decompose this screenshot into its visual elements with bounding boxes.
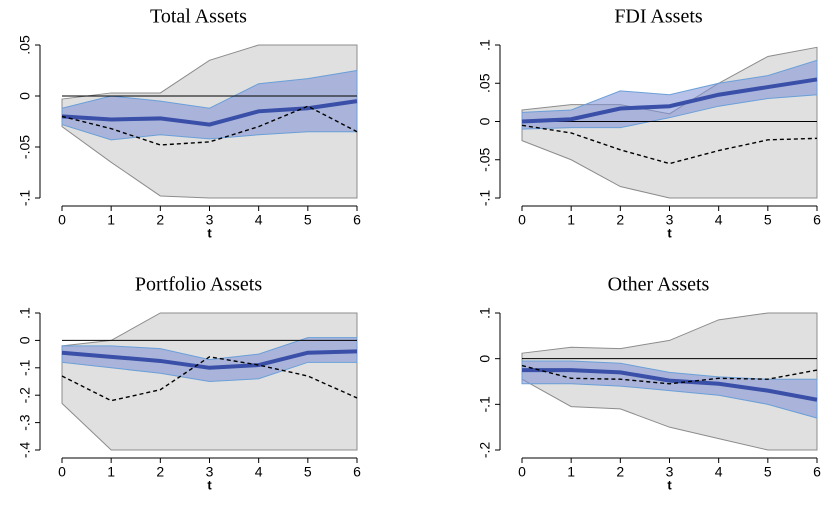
y-tick-label: -.1 [17, 359, 33, 376]
x-tick-label: 6 [353, 464, 361, 480]
x-tick-label: 6 [353, 212, 361, 228]
dashed-line [521, 364, 818, 385]
response-line [521, 77, 818, 124]
x-tick-label: 1 [567, 464, 575, 480]
x-tick-label: 3 [666, 212, 674, 228]
y-tick-label: -.2 [17, 387, 33, 404]
x-tick-label: 4 [715, 464, 723, 480]
x-axis-label: t [207, 477, 212, 492]
response-line [522, 368, 818, 402]
confidence-band [521, 360, 818, 419]
x-tick-label: 2 [156, 212, 164, 228]
x-tick-label: 1 [107, 464, 115, 480]
dashed-line [521, 124, 818, 165]
x-tick-label: 6 [813, 464, 821, 480]
x-tick-label: 2 [156, 464, 164, 480]
x-tick-label: 4 [715, 212, 723, 228]
x-tick-label: 0 [518, 464, 526, 480]
y-tick-label: -.1 [477, 190, 493, 207]
y-tick-label: -.3 [17, 414, 33, 431]
y-tick-label: -.1 [17, 190, 33, 207]
x-axis-label: t [207, 225, 212, 240]
x-tick-label: 0 [518, 212, 526, 228]
y-tick-label: 0 [477, 355, 493, 363]
x-axis-label: t [667, 225, 672, 240]
y-tick-label: .1 [17, 307, 33, 319]
x-tick-label: 4 [255, 464, 263, 480]
x-tick-label: 2 [616, 464, 624, 480]
x-axis-label: t [667, 477, 672, 492]
dashed-line [61, 105, 358, 146]
x-tick-label: 4 [255, 212, 263, 228]
y-tick-label: -.05 [17, 135, 33, 159]
x-tick-label: 3 [666, 464, 674, 480]
y-tick-label: 0 [17, 336, 33, 344]
y-tick-label: .05 [477, 73, 493, 93]
x-tick-label: 1 [107, 212, 115, 228]
panel-title: Total Assets [150, 6, 247, 28]
panel-title: Other Assets [608, 274, 710, 296]
x-tick-label: 5 [764, 212, 772, 228]
y-tick-label: -.2 [477, 442, 493, 459]
x-tick-label: 2 [616, 212, 624, 228]
x-tick-label: 3 [206, 212, 214, 228]
x-tick-label: 1 [567, 212, 575, 228]
response-line [61, 99, 358, 127]
response-line [61, 349, 358, 370]
x-tick-label: 5 [304, 212, 312, 228]
x-tick-label: 0 [58, 212, 66, 228]
panel-title: FDI Assets [614, 6, 703, 28]
y-tick-label: .05 [17, 35, 33, 55]
x-tick-label: 0 [58, 464, 66, 480]
y-tick-label: 0 [17, 92, 33, 100]
y-tick-label: 0 [477, 117, 493, 125]
y-tick-label: .1 [477, 39, 493, 51]
panel-title: Portfolio Assets [135, 274, 262, 296]
x-tick-label: 5 [304, 464, 312, 480]
y-tick-label: -.4 [17, 442, 33, 459]
dashed-line [61, 356, 358, 402]
x-tick-label: 6 [813, 212, 821, 228]
y-tick-label: -.1 [477, 396, 493, 413]
y-tick-label: -.05 [477, 147, 493, 171]
y-tick-label: .1 [477, 307, 493, 319]
x-tick-label: 3 [206, 464, 214, 480]
x-tick-label: 5 [764, 464, 772, 480]
